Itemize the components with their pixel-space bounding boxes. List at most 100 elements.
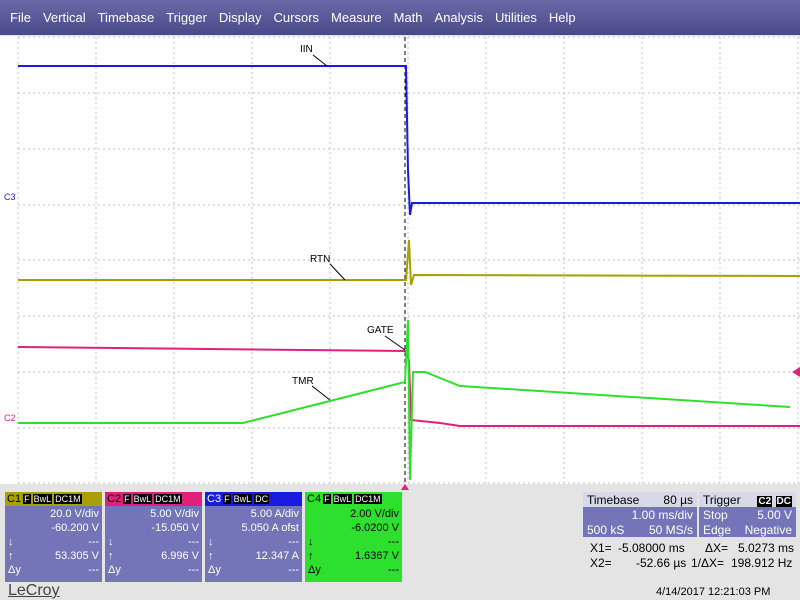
cursor-symbol: Δy [108,564,121,576]
channel-header: C4 F BwL DC1M [305,492,402,506]
channel-value: --- [288,536,299,548]
channel-value: 20.0 V/div [50,508,99,520]
waveform-screen: IIN RTN GATE TMR C3 C2 [0,36,800,490]
trigger-title: Trigger [703,492,741,507]
channel-panel[interactable]: C4 F BwL DC1M 2.00 V/div -6.0200 V ↓ --- ↑ 1.6367… [305,492,402,582]
brand: LeCroy [8,582,60,599]
channel-badge: DC1M [54,494,82,504]
cursor-label: 1/ΔX= [691,556,725,570]
channel-row: ↑ 1.6367 V [308,550,399,563]
timebase-panel[interactable]: Timebase 80 µs 1.00 ms/div 500 kS 50 MS/s [583,492,697,537]
menu-item[interactable]: Display [218,10,262,25]
channel-header: C1 F BwL DC1M [5,492,102,506]
channel-badge: BwL [132,494,153,504]
cursor-symbol: Δy [208,564,221,576]
channel-value: 12.347 A [255,550,299,562]
channel-row: -60.200 V [8,522,99,535]
channel-row: -15.050 V [108,522,199,535]
cursor-value: -5.08000 ms [618,541,685,555]
channel-row: ↑ 53.305 V [8,550,99,563]
channel-row: ↓ --- [308,536,399,549]
menu-item[interactable]: Timebase [97,10,155,25]
channel-row: 20.0 V/div [8,508,99,521]
channel-value: 6.996 V [161,550,199,562]
channel-value: 5.050 A ofst [241,522,300,534]
channel-header: C3 F BwL DC [205,492,302,506]
channel-value: -60.200 V [51,522,99,534]
label-leaders [311,54,406,401]
ground-marker: C2 [4,413,16,423]
channel-body: 20.0 V/div -60.200 V ↓ --- ↑ 53.305 V Δy --- [5,506,102,582]
channel-row: Δy --- [208,564,299,577]
menu-item[interactable]: Measure [331,10,382,25]
timebase-rate: 50 MS/s [648,522,693,537]
trigger-marker [401,484,409,490]
channel-row: ↓ --- [8,536,99,549]
channel-value: -15.050 V [151,522,199,534]
channel-badge: DC [254,494,270,504]
cursor-symbol: Δy [308,564,321,576]
channel-value: --- [88,536,99,548]
channel-row: ↓ --- [108,536,199,549]
channel-row: ↑ 6.996 V [108,550,199,563]
menu-item[interactable]: Cursors [273,10,320,25]
trace-c4 [18,319,791,481]
menu-item[interactable]: File [10,10,31,25]
channel-body: 5.00 V/div -15.050 V ↓ --- ↑ 6.996 V Δy --- [105,506,202,582]
channel-row: Δy --- [308,564,399,577]
channel-value: 53.305 V [54,550,99,562]
menu-item[interactable]: Analysis [434,10,483,25]
trigger-panel[interactable]: Trigger C2 DC Stop 5.00 V Edge Negative [699,492,796,537]
channel-panel[interactable]: C2 F BwL DC1M 5.00 V/div -15.050 V ↓ --- ↑ 6.996 … [105,492,202,582]
channel-row: ↓ --- [208,536,299,549]
channel-row: 5.00 A/div [208,508,299,521]
cursor-value: -52.66 µs [636,556,687,570]
channel-value: --- [88,564,99,576]
channel-value: --- [188,564,199,576]
label-tmr: TMR [292,376,314,387]
cursor-symbol: ↑ [108,550,114,562]
channel-header: C2 F BwL DC1M [105,492,202,506]
channel-value: 5.00 A/div [250,508,299,520]
channel-name: C3 [207,493,222,505]
cursor-symbol: ↓ [308,536,314,548]
menu-item[interactable]: Trigger [166,10,207,25]
channel-row: Δy --- [8,564,99,577]
channel-row: 5.00 V/div [108,508,199,521]
trace-c1 [18,239,800,286]
channel-badge: F [23,494,31,504]
channel-row: ↑ 12.347 A [208,550,299,563]
waveform-labels: IIN RTN GATE TMR [292,44,394,387]
channel-name: C2 [107,493,122,505]
channel-badge: F [223,494,231,504]
channel-body: 2.00 V/div -6.0200 V ↓ --- ↑ 1.6367 V Δy --- [305,506,402,582]
timebase-scale: 1.00 ms/div [631,507,693,522]
cursor-symbol: ↑ [8,550,14,562]
channel-value: --- [388,564,399,576]
cursor-label: X1= [590,541,612,555]
timestamp: 4/14/2017 12:21:03 PM [656,586,771,598]
channel-panel[interactable]: C1 F BwL DC1M 20.0 V/div -60.200 V ↓ --- ↑ 53.305… [5,492,102,582]
menu-item[interactable]: Math [393,10,423,25]
cursor-symbol: Δy [8,564,21,576]
cursor-symbol: ↑ [208,550,214,562]
channel-badge: DC1M [154,494,182,504]
timebase-title: Timebase [587,492,640,507]
level-marker [792,367,800,377]
timebase-delay: 80 µs [663,492,693,507]
channel-panel[interactable]: C3 F BwL DC 5.00 A/div 5.050 A ofst ↓ --- ↑ 12.34… [205,492,302,582]
menu-item[interactable]: Utilities [494,10,537,25]
channel-row: -6.0200 V [308,522,399,535]
label-gate: GATE [367,325,394,336]
label-rtn: RTN [310,254,330,265]
channel-badge: BwL [232,494,253,504]
timebase-samples: 500 kS [587,522,625,537]
channel-value: 2.00 V/div [350,508,399,520]
menu-item[interactable]: Help [548,10,576,25]
trigger-type: Edge [703,522,732,537]
menu-bar: File Vertical Timebase Trigger Display Cursor… [0,0,800,35]
menu-item[interactable]: Vertical [42,10,86,25]
channel-badge: BwL [332,494,353,504]
cursor-symbol: ↓ [8,536,14,548]
cursor-symbol: ↑ [308,550,314,562]
